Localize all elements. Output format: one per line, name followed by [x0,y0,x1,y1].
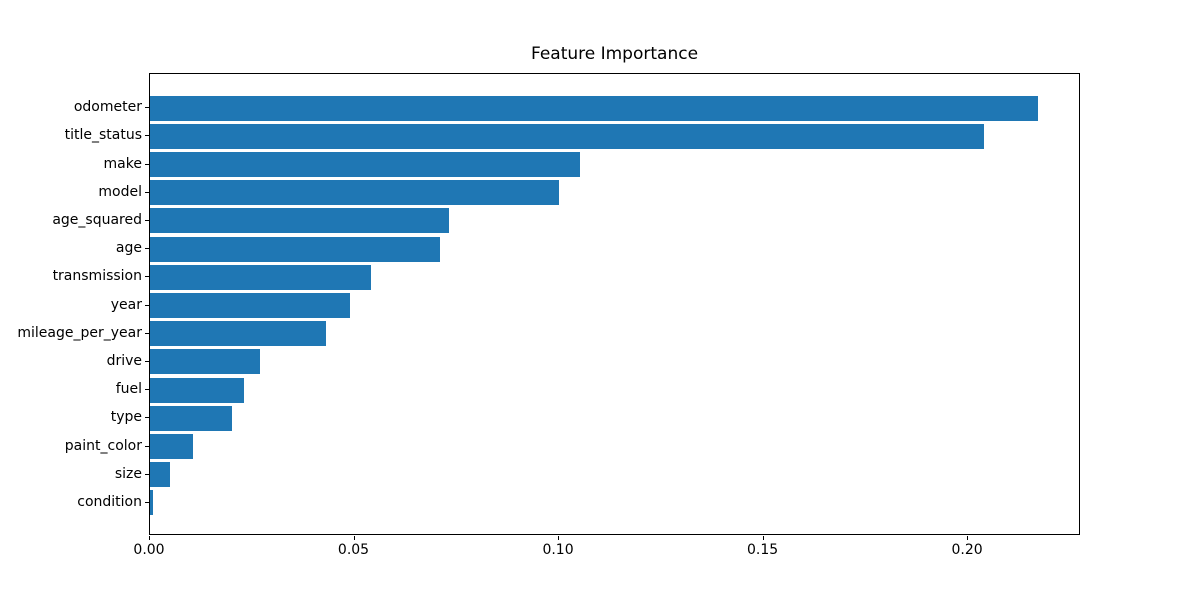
bar-age_squared [150,208,449,234]
y-tick-label: title_status [64,127,142,144]
y-tick-label: condition [77,493,142,510]
y-tick-mark [145,360,149,362]
y-tick-mark [145,473,149,475]
bar-age [150,236,441,262]
y-tick-mark [145,332,149,334]
y-tick-mark [145,389,149,391]
bar-condition [150,490,154,516]
x-tick-label: 0.05 [337,542,370,558]
bar-mileage_per_year [150,321,326,347]
bar-transmission [150,264,371,290]
y-tick-label: paint_color [64,437,142,454]
y-tick-label: age_squared [52,211,142,228]
y-tick-mark [145,445,149,447]
bar-fuel [150,377,245,403]
x-tick-mark [149,536,150,540]
y-tick-mark [145,276,149,278]
y-tick-label: size [114,465,142,482]
y-tick-label: transmission [52,268,142,285]
x-tick-mark [967,536,969,540]
x-tick-label: 0.10 [542,542,574,558]
y-tick-mark [145,219,149,221]
y-tick-mark [145,304,149,306]
y-tick-label: mileage_per_year [17,324,142,341]
bar-make [150,152,580,177]
y-tick-mark [145,417,149,419]
bar-drive [150,349,261,375]
y-tick-label: fuel [115,381,142,398]
bar-title_status [150,123,985,149]
y-tick-mark [145,163,149,165]
chart-title: Feature Importance [530,44,699,64]
y-tick-label: odometer [73,99,142,116]
y-tick-mark [145,191,149,193]
y-tick-mark [145,501,149,503]
y-tick-label: age [115,240,142,257]
bar-year [150,293,351,318]
bar-size [150,462,171,488]
y-tick-mark [145,107,149,109]
bar-type [150,405,232,431]
bar-model [150,180,560,206]
y-tick-label: year [110,296,142,313]
x-tick-label: 0.00 [133,542,165,558]
y-tick-label: drive [106,352,142,369]
y-tick-label: type [110,409,142,426]
y-tick-mark [145,135,149,137]
x-tick-mark [353,536,355,540]
x-tick-mark [762,536,764,540]
x-tick-label: 0.15 [746,542,779,558]
y-tick-label: make [103,155,142,172]
plot-area [149,73,1080,535]
bar-odometer [150,95,1038,121]
x-tick-mark [558,536,560,540]
y-tick-mark [145,248,149,250]
bar-paint_color [150,434,193,459]
x-tick-label: 0.20 [951,542,983,558]
y-tick-label: model [98,183,142,200]
